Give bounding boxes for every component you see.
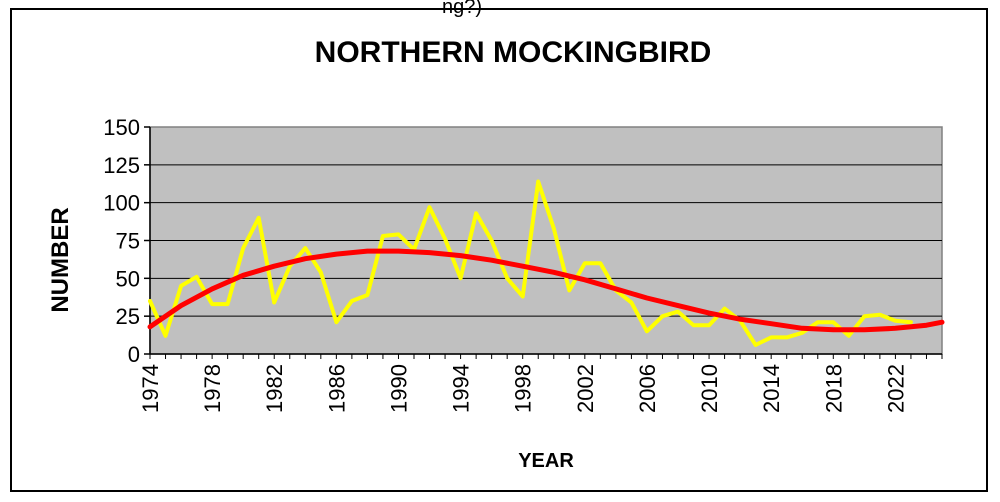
x-axis-label: YEAR (518, 450, 574, 472)
y-tick-label: 50 (116, 266, 140, 291)
x-tick-label: 1974 (138, 364, 163, 413)
series-line-counts (148, 179, 913, 347)
y-axis-label: NUMBER (47, 207, 74, 312)
cropped-text-fragment: ng?) (442, 0, 483, 18)
y-tick-label: 150 (103, 115, 140, 140)
axes (144, 126, 943, 359)
x-tick-label: 2014 (759, 364, 784, 413)
y-tick-label: 125 (103, 153, 140, 178)
x-tick-label: 1990 (386, 364, 411, 413)
x-tick-label: 1982 (262, 364, 287, 413)
x-tick-label: 1994 (449, 364, 474, 413)
x-tick-label: 2002 (573, 364, 598, 413)
y-tick-label: 0 (128, 342, 140, 367)
x-tick-label: 1998 (511, 364, 536, 413)
y-tick-label: 100 (103, 191, 140, 216)
series-line-trend (147, 248, 945, 333)
x-tick-label: 2022 (883, 364, 908, 413)
x-tick-labels: 1974 1978 1982 1986 1990 1994 1998 2002 2006 2010… (138, 364, 908, 413)
series-lines (147, 179, 945, 347)
chart-title: NORTHERN MOCKINGBIRD (315, 36, 712, 69)
y-tick-labels: 0 25 50 75 100 125 150 (103, 115, 140, 367)
y-tick-label: 75 (116, 229, 140, 254)
x-tick-label: 2006 (635, 364, 660, 413)
x-tick-label: 1986 (324, 364, 349, 413)
x-tick-label: 2010 (697, 364, 722, 413)
x-tick-label: 1978 (200, 364, 225, 413)
x-tick-label: 2018 (821, 364, 846, 413)
y-tick-label: 25 (116, 304, 140, 329)
